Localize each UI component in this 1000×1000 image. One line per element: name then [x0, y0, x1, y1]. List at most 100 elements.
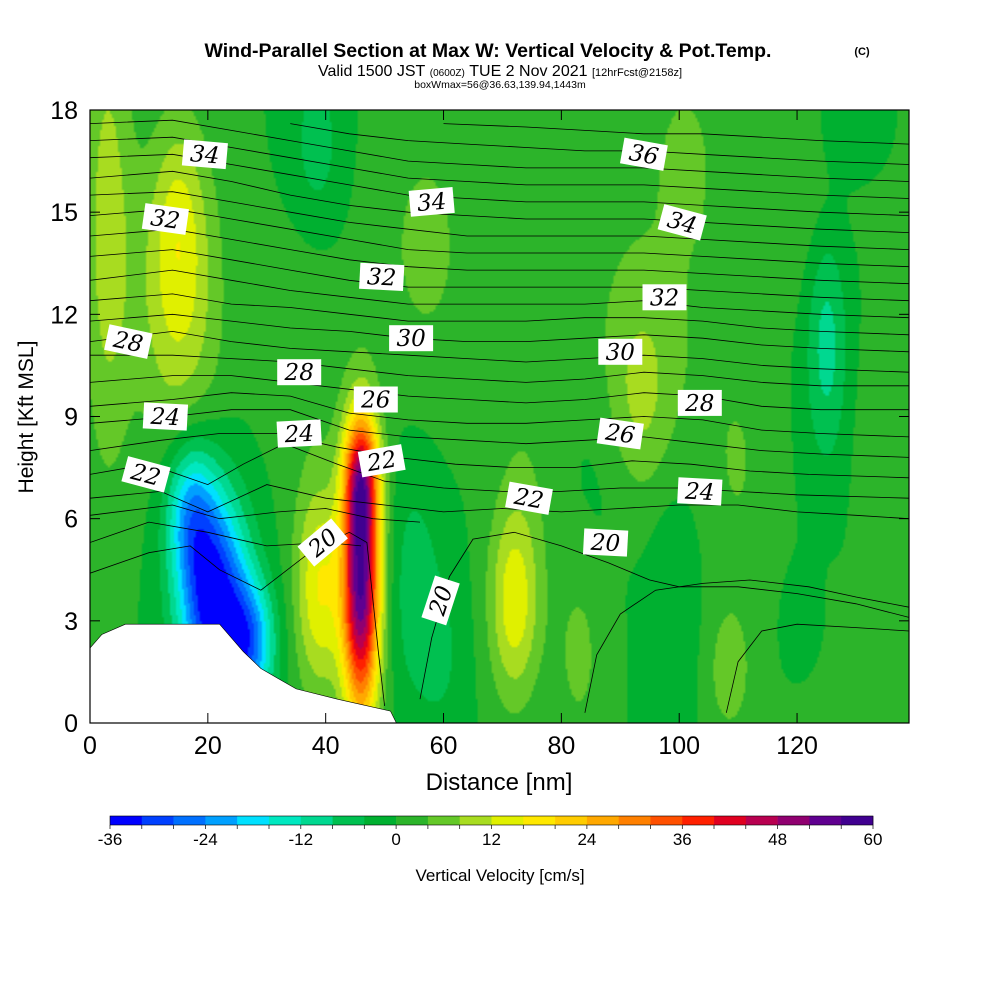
colorbar: -36 -24 -12 0 12 24 36 48 60	[98, 815, 883, 849]
colorbar-swatch	[364, 816, 397, 825]
colorbar-swatch	[205, 816, 238, 825]
theta-contour	[90, 354, 909, 387]
theta-contour	[419, 531, 909, 700]
colorbar-swatch	[650, 816, 683, 825]
theta-contour	[90, 153, 909, 216]
contour-label-box	[277, 359, 322, 386]
contour-label-text: 24	[683, 479, 715, 507]
y-tick-label: 15	[50, 199, 78, 227]
contour-label: 32	[642, 284, 687, 311]
contour-label-box	[408, 187, 455, 217]
colorbar-tick-label: 24	[577, 830, 596, 849]
contour-label-text: 26	[360, 388, 390, 414]
theta-contour	[90, 330, 909, 373]
colorbar-swatch	[586, 816, 619, 825]
contour-label: 26	[596, 417, 644, 450]
x-tick-label: 100	[658, 732, 700, 760]
contour-label-text: 24	[149, 404, 181, 432]
x-tick-label: 0	[83, 732, 97, 760]
x-axis: 0 20 40 60 80 100 120	[83, 110, 818, 760]
valid-date: TUE 2 Nov 2021	[469, 63, 587, 80]
contour-label-box	[657, 204, 707, 241]
contour-label-box	[677, 389, 722, 416]
colorbar-label: Vertical Velocity [cm/s]	[415, 866, 584, 885]
theta-contour	[290, 123, 909, 165]
colorbar-tick-label: 60	[864, 830, 883, 849]
colorbar-swatch	[173, 816, 206, 825]
theta-contour	[90, 433, 909, 479]
theta-contour	[90, 484, 909, 520]
theta-contour	[90, 313, 909, 353]
contour-label-box	[121, 456, 171, 493]
contour-label: 26	[353, 386, 398, 414]
x-tick-label: 40	[312, 732, 340, 760]
box-info: boxWmax=56@36.63,139.94,1443m	[414, 79, 586, 91]
colorbar-swatch	[396, 816, 429, 825]
contour-label-box	[142, 402, 189, 431]
colorbar-swatch	[110, 816, 143, 825]
colorbar-swatch	[141, 816, 174, 825]
contour-label-text: 32	[149, 205, 182, 235]
colorbar-tick-label: -12	[289, 830, 314, 849]
y-tick-label: 6	[64, 506, 78, 534]
contour-label-box	[596, 417, 644, 450]
contour-label: 28	[277, 359, 322, 386]
vertical-velocity-field	[90, 110, 909, 723]
colorbar-swatch	[491, 816, 524, 825]
contour-label-box	[505, 481, 553, 515]
plot-area: 3432282422282426222020323034363432302826…	[89, 109, 910, 724]
terrain	[90, 623, 397, 723]
contour-label: 36	[619, 137, 668, 171]
theta-contour	[90, 269, 909, 319]
colorbar-swatch	[427, 816, 461, 825]
theta-contour	[725, 623, 909, 713]
contour-label-text: 32	[650, 285, 679, 311]
contour-label-text: 30	[396, 326, 425, 352]
theta-contour	[90, 119, 909, 182]
y-tick-label: 12	[50, 301, 78, 329]
x-tick-label: 20	[194, 732, 222, 760]
x-tick-label: 120	[776, 732, 818, 760]
forecast-info: [12hrFcst@2158z]	[592, 67, 682, 79]
colorbar-swatch	[745, 816, 778, 825]
contour-label-box	[389, 325, 434, 352]
contour-label: 34	[181, 139, 228, 170]
contour-label: 28	[104, 324, 153, 359]
contour-labels: 3432282422282426222020323034363432302826…	[104, 137, 723, 626]
contour-label-text: 28	[110, 327, 145, 359]
contour-label: 30	[389, 325, 434, 352]
x-tick-label: 80	[547, 732, 575, 760]
contour-label-text: 32	[366, 264, 397, 291]
colorbar-tick-label: 36	[673, 830, 692, 849]
theta-contour	[443, 123, 909, 145]
contour-label: 30	[598, 338, 643, 366]
colorbar-tick-label: -24	[193, 830, 218, 849]
colorbar-tick-label: -36	[98, 830, 123, 849]
x-axis-label: Distance [nm]	[426, 769, 573, 796]
colorbar-tick-label: 48	[768, 830, 787, 849]
colorbar-swatch	[300, 816, 333, 825]
contour-label-text: 36	[627, 140, 660, 171]
theta-contour	[90, 136, 909, 199]
contour-label-text: 22	[511, 484, 545, 515]
contour-label: 28	[677, 389, 722, 417]
colorbar-swatch	[459, 816, 492, 825]
colorbar-swatch	[523, 816, 556, 825]
contour-label-box	[421, 575, 460, 626]
valid-time-line: Valid 1500 JST (0600Z) TUE 2 Nov 2021 [1…	[318, 63, 682, 80]
theta-contour	[90, 375, 909, 411]
theta-contour	[90, 409, 909, 458]
contour-label: 32	[359, 262, 405, 292]
contour-label-text: 22	[364, 446, 398, 477]
colorbar-swatch	[332, 816, 365, 825]
theta-contour	[90, 228, 909, 285]
copyright-mark: (C)	[854, 46, 870, 58]
theta-contour	[584, 579, 909, 713]
contour-label-box	[359, 262, 405, 292]
colorbar-swatch	[237, 816, 270, 825]
colorbar-swatch	[714, 816, 747, 825]
contour-label-text: 34	[416, 189, 447, 217]
theta-contour	[90, 170, 909, 233]
contour-label-box	[598, 338, 643, 365]
contour-label-text: 24	[283, 421, 315, 449]
